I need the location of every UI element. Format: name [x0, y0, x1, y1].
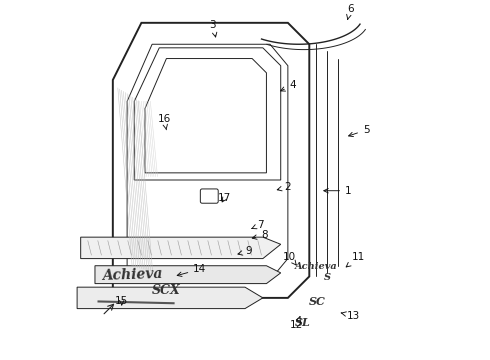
Text: SL: SL [295, 318, 311, 328]
Text: S: S [323, 273, 331, 282]
Polygon shape [77, 287, 263, 309]
Text: SC: SC [309, 296, 326, 307]
Text: 14: 14 [177, 264, 206, 276]
Text: Achieva: Achieva [295, 262, 338, 271]
Text: 12: 12 [290, 316, 303, 330]
Text: 6: 6 [346, 4, 354, 19]
Text: 7: 7 [252, 220, 264, 230]
Polygon shape [81, 237, 281, 258]
Text: 5: 5 [348, 125, 369, 136]
Text: 10: 10 [283, 252, 296, 265]
Text: 15: 15 [115, 296, 128, 306]
Text: 13: 13 [341, 311, 360, 321]
Text: 17: 17 [218, 193, 231, 203]
Text: 1: 1 [324, 186, 352, 196]
Polygon shape [95, 266, 281, 284]
Text: 8: 8 [252, 230, 268, 240]
Text: 2: 2 [277, 182, 291, 192]
Text: 3: 3 [210, 19, 217, 37]
Text: Achieva: Achieva [102, 267, 163, 283]
Text: 9: 9 [238, 247, 252, 256]
Text: 16: 16 [157, 114, 171, 130]
Text: 11: 11 [346, 252, 366, 267]
Text: SCX: SCX [152, 284, 181, 297]
Text: 4: 4 [281, 80, 296, 91]
